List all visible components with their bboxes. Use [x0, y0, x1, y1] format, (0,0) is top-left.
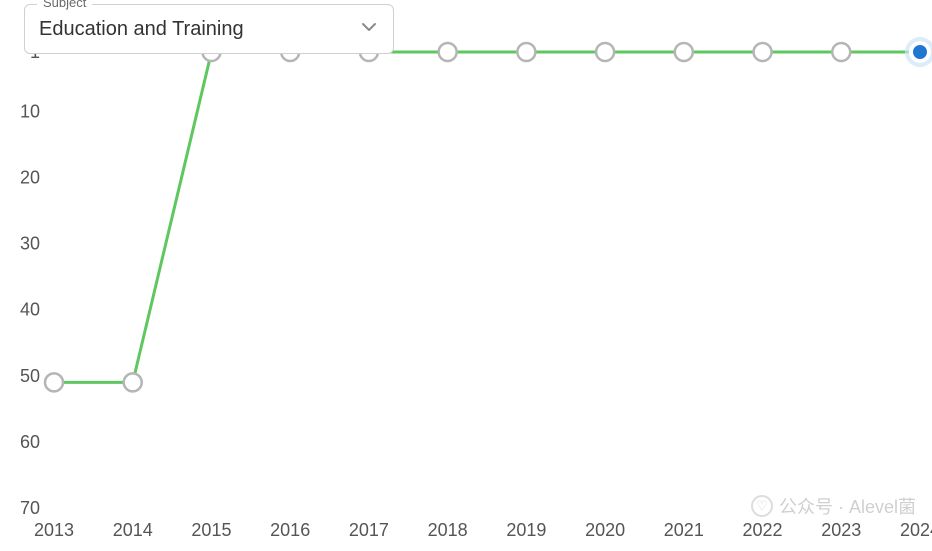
x-tick-label: 2018	[428, 520, 468, 540]
subject-dropdown[interactable]: Subject Education and Training	[24, 4, 394, 54]
y-tick-label: 40	[20, 300, 40, 320]
x-tick-label: 2016	[270, 520, 310, 540]
x-tick-label: 2017	[349, 520, 389, 540]
data-point[interactable]	[832, 43, 850, 61]
x-tick-label: 2013	[34, 520, 74, 540]
x-tick-label: 2014	[113, 520, 153, 540]
y-tick-label: 30	[20, 234, 40, 254]
subject-dropdown-legend: Subject	[37, 0, 92, 10]
chevron-down-icon	[359, 17, 379, 42]
ranking-line-chart: 1102030405060702013201420152016201720182…	[0, 0, 932, 551]
subject-dropdown-value: Education and Training	[39, 18, 359, 41]
data-point[interactable]	[596, 43, 614, 61]
y-tick-label: 60	[20, 432, 40, 452]
y-tick-label: 10	[20, 101, 40, 121]
data-point-current[interactable]	[911, 43, 929, 61]
chart-root: { "dropdown": { "legend": "Subject", "va…	[0, 0, 932, 551]
y-tick-label: 70	[20, 498, 40, 518]
y-tick-label: 20	[20, 168, 40, 188]
x-tick-label: 2020	[585, 520, 625, 540]
data-point[interactable]	[517, 43, 535, 61]
x-tick-label: 2019	[506, 520, 546, 540]
x-tick-label: 2023	[821, 520, 861, 540]
x-tick-label: 2024	[900, 520, 932, 540]
data-point[interactable]	[675, 43, 693, 61]
data-point[interactable]	[754, 43, 772, 61]
x-tick-label: 2015	[191, 520, 231, 540]
data-point[interactable]	[439, 43, 457, 61]
x-tick-label: 2022	[743, 520, 783, 540]
y-tick-label: 50	[20, 366, 40, 386]
data-point[interactable]	[124, 373, 142, 391]
x-tick-label: 2021	[664, 520, 704, 540]
data-point[interactable]	[45, 373, 63, 391]
